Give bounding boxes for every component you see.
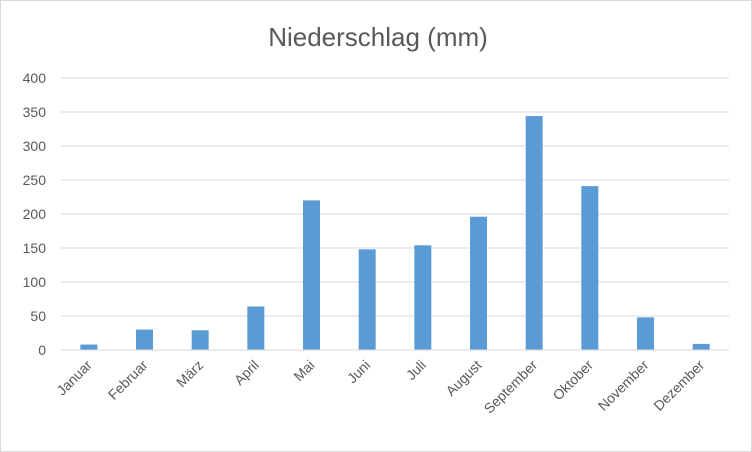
x-tick-label: November (595, 357, 652, 414)
x-axis-ticks: Januar Februar März April Mai Juni Juli AugustS… (53, 357, 707, 417)
y-tick-label: 300 (23, 138, 47, 154)
x-tick-label: August (442, 357, 484, 399)
x-tick-label: April (231, 357, 262, 388)
y-tick-label: 0 (38, 342, 46, 358)
y-tick-label: 100 (23, 274, 47, 290)
chart-title: Niederschlag (mm) (268, 22, 488, 52)
y-tick-label: 150 (23, 240, 47, 256)
y-tick-label: 200 (23, 206, 47, 222)
x-tick-label: Januar (53, 357, 95, 399)
bar-januar (80, 344, 98, 350)
gridlines (61, 77, 729, 317)
bar-september (525, 116, 543, 350)
x-tick-label: Februar (105, 357, 151, 403)
x-tick-label: September (481, 357, 541, 417)
y-tick-label: 400 (23, 70, 47, 86)
y-tick-label: 50 (30, 308, 46, 324)
bar-märz (191, 330, 209, 350)
bar-november (637, 317, 654, 350)
x-tick-label: Dezember (650, 357, 707, 414)
bar-februar (136, 329, 153, 350)
bar-mai (303, 200, 320, 350)
x-tick-label: Juli (403, 357, 429, 383)
bar-august (470, 216, 487, 350)
bar-juli (414, 245, 432, 350)
y-axis-ticks: 0 50 100 150 200 250 300 350 400 (23, 70, 47, 358)
bars (80, 116, 710, 350)
x-tick-label: März (173, 357, 206, 390)
x-tick-label: Mai (290, 357, 317, 384)
y-tick-label: 350 (23, 104, 47, 120)
bar-april (247, 306, 265, 350)
y-tick-label: 250 (23, 172, 47, 188)
x-tick-label: Juni (344, 357, 373, 386)
bar-juni (358, 249, 376, 350)
x-tick-label: Oktober (549, 357, 596, 404)
bar-oktober (581, 186, 599, 350)
bar-dezember (692, 343, 710, 350)
